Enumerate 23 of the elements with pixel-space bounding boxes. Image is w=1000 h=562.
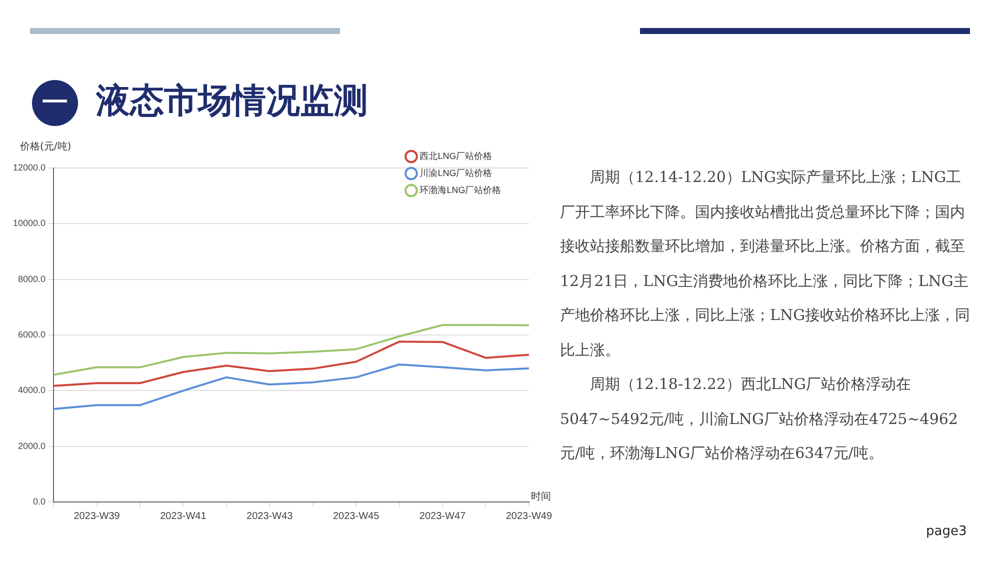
y-axis-title: 价格(元/吨) <box>19 140 72 153</box>
text: 一 <box>32 80 78 126</box>
y-tick-label: 12000.0 <box>12 162 46 172</box>
x-tick-label: 2023-W43 <box>246 510 294 522</box>
legend-label: 西北LNG厂站价格 <box>420 150 492 161</box>
x-tick-label: 2023-W45 <box>332 510 380 522</box>
x-tick-label: 2023-W47 <box>419 510 466 522</box>
y-tick-label: 6000.0 <box>18 329 46 340</box>
chart-title: 液态市场情况监测 <box>96 80 368 123</box>
text: 周期（12.14-12.20）LNG实际产量环比上涨；LNG工厂开工率环比下降。国内接收站槽批出货总量环比下降；国内接收站接船数量环比增加，到港量环比上涨。价格方面，截至12月21日，LNG主消费地价格环比上涨，同比下降；LNG主产地价格环比上涨，同比上涨；LNG接收站价格环比上涨，同比上涨。 <box>560 167 972 360</box>
text: 周期（12.18-12.22）西北LNG厂站价格浮动在5047~5492元/吨，川渝LNG厂站价格浮动在4725~4962元/吨，环渤海LNG厂站价格浮动在6347元/吨。 <box>560 374 959 464</box>
x-axis-title: 时间 <box>530 490 551 503</box>
legend-label: 川渝LNG厂站价格 <box>420 168 492 178</box>
x-tick-label: 2023-W49 <box>506 510 552 522</box>
y-tick-label: 8000.0 <box>18 274 46 284</box>
legend-label: 环渤海LNG厂站价格 <box>420 184 502 195</box>
x-tick-label: 2023-W39 <box>74 510 120 522</box>
y-tick-label: 2000.0 <box>18 440 46 451</box>
x-tick-label: 2023-W41 <box>160 510 207 522</box>
y-tick-label: 4000.0 <box>18 385 46 396</box>
y-tick-label: 10000.0 <box>12 218 46 228</box>
y-tick-label: 0.0 <box>33 496 46 506</box>
text: page3 <box>926 524 967 539</box>
